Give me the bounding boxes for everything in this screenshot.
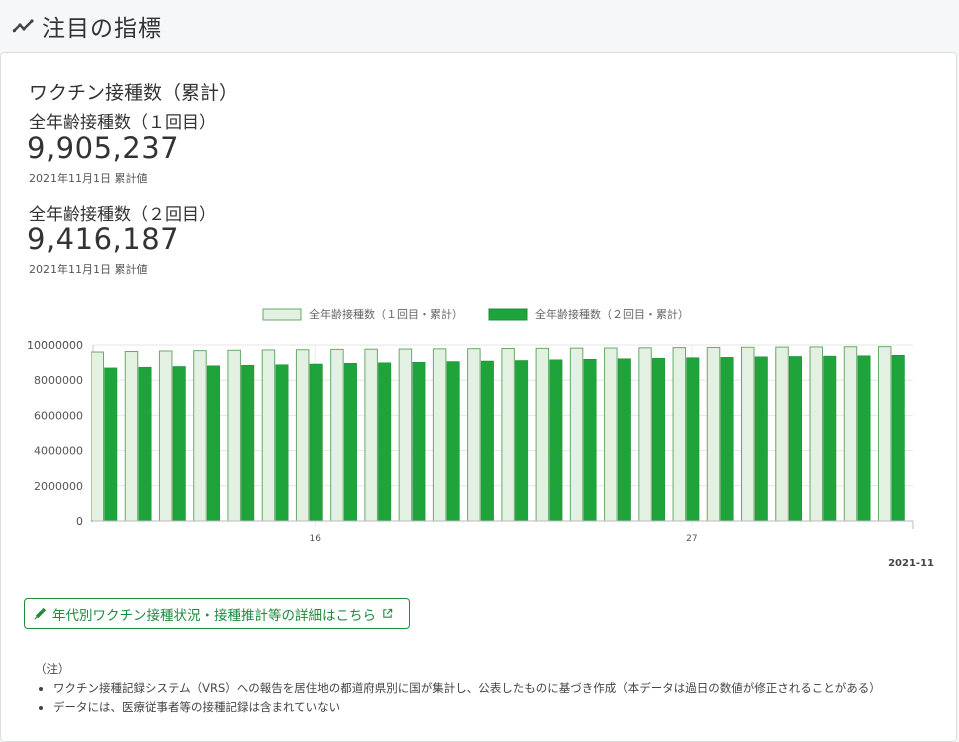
y-tick-label: 8000000 <box>34 374 83 387</box>
bar-dose2 <box>720 357 734 522</box>
y-tick-label: 6000000 <box>34 409 83 422</box>
bar-dose2 <box>378 362 392 522</box>
external-link-icon <box>383 608 393 618</box>
bar-dose2 <box>275 364 289 522</box>
bar-dose2 <box>686 357 700 522</box>
y-tick-label: 2000000 <box>34 480 83 493</box>
bar-dose1 <box>809 346 823 522</box>
bar-dose2 <box>754 356 768 522</box>
bar-dose1 <box>638 347 652 522</box>
bar-dose1 <box>877 346 892 522</box>
bar-dose2 <box>857 355 871 522</box>
stat-value-dose2: 9,416,187 <box>27 222 180 256</box>
y-tick-label: 0 <box>76 515 83 528</box>
notes: （注） ワクチン接種記録システム（VRS）への報告を居住地の都道府県別に国が集計… <box>35 661 881 718</box>
bar-dose1 <box>158 350 173 522</box>
note-item: データには、医療従事者等の接種記録は含まれていない <box>53 699 881 715</box>
bar-dose1 <box>227 349 241 522</box>
bar-dose2 <box>446 361 460 522</box>
section-title: 注目の指標 <box>42 16 162 42</box>
bar-dose1 <box>398 348 413 522</box>
bar-dose2 <box>515 360 529 522</box>
bar-dose1 <box>604 347 618 522</box>
bar-dose2 <box>480 360 494 522</box>
legend-label: 全年齢接種数（１回目・累計） <box>309 307 463 321</box>
vaccination-card: ワクチン接種数（累計） 全年齢接種数（１回目） 9,905,237 2021年1… <box>0 52 957 742</box>
detail-link-label: 年代別ワクチン接種状況・接種推計等の詳細はこちら <box>52 607 376 624</box>
legend-label: 全年齢接種数（２回目・累計） <box>535 307 689 321</box>
bar-dose2 <box>138 366 152 522</box>
trending-up-icon <box>12 19 34 33</box>
legend-swatch <box>488 308 528 321</box>
bar-dose1 <box>843 346 858 522</box>
bar-dose2 <box>583 359 597 522</box>
x-tick-label: 27 <box>686 534 697 544</box>
stat-value-dose1: 9,905,237 <box>27 131 180 165</box>
stat-date-dose2: 2021年11月1日 累計値 <box>29 263 148 276</box>
bar-dose2 <box>206 365 220 522</box>
x-unit-label: 2021-11 <box>888 558 934 569</box>
bar-dose2 <box>823 355 837 522</box>
stat-label-dose2: 全年齢接種数（２回目） <box>29 205 216 225</box>
syringe-icon <box>34 607 46 620</box>
bar-dose1 <box>467 348 481 522</box>
stat-date-dose1: 2021年11月1日 累計値 <box>29 172 148 185</box>
bar-dose1 <box>330 348 344 522</box>
y-tick-label: 4000000 <box>34 445 83 458</box>
bar-dose1 <box>90 351 104 522</box>
y-tick-label: 10000000 <box>27 339 83 352</box>
bar-dose1 <box>261 349 276 522</box>
card-title: ワクチン接種数（累計） <box>29 82 239 104</box>
bar-dose2 <box>172 366 186 522</box>
bar-dose2 <box>241 364 255 522</box>
bar-dose1 <box>295 349 310 522</box>
bar-dose2 <box>652 357 666 522</box>
note-item: ワクチン接種記録システム（VRS）への報告を居住地の都道府県別に国が集計し、公表… <box>53 680 881 696</box>
bar-dose1 <box>535 347 550 522</box>
bar-dose2 <box>789 356 803 522</box>
detail-link-button[interactable]: 年代別ワクチン接種状況・接種推計等の詳細はこちら <box>24 598 410 629</box>
bar-dose1 <box>193 350 207 522</box>
vaccination-bar-chart: 全年齢接種数（１回目・累計） 全年齢接種数（２回目・累計） 0 2000000 4000… <box>1 307 934 569</box>
chart-left-mask <box>1 343 91 523</box>
notes-list: ワクチン接種記録システム（VRS）への報告を居住地の都道府県別に国が集計し、公表… <box>35 680 881 715</box>
bar-dose2 <box>891 355 905 522</box>
bar-dose1 <box>501 348 515 522</box>
bar-dose1 <box>364 348 378 522</box>
bar-dose1 <box>775 346 789 522</box>
stat-label-dose1: 全年齢接種数（１回目） <box>29 113 216 133</box>
bar-dose1 <box>569 347 584 522</box>
bar-dose2 <box>104 367 118 522</box>
bar-dose1 <box>672 347 687 522</box>
bar-dose1 <box>432 348 447 522</box>
notes-heading: （注） <box>35 662 70 676</box>
bar-dose2 <box>412 361 426 522</box>
legend-swatch <box>262 308 302 321</box>
bar-dose2 <box>309 363 323 522</box>
bar-dose2 <box>549 359 563 522</box>
bar-dose2 <box>617 358 631 522</box>
bar-dose2 <box>343 363 357 522</box>
x-tick-label: 16 <box>310 534 322 544</box>
section-header: 注目の指標 <box>0 0 959 52</box>
bar-dose1 <box>741 346 755 522</box>
bar-dose1 <box>706 346 721 522</box>
bar-dose1 <box>124 351 139 522</box>
